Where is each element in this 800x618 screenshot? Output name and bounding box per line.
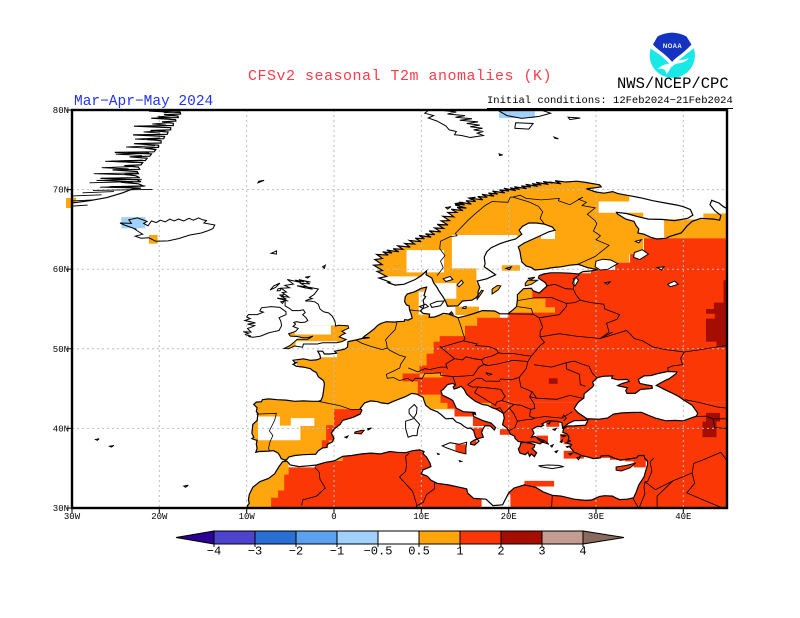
svg-text:10W: 10W bbox=[239, 512, 256, 522]
svg-text:30N: 30N bbox=[53, 504, 69, 514]
svg-text:−0.5: −0.5 bbox=[364, 545, 393, 559]
svg-text:10E: 10E bbox=[413, 512, 429, 522]
svg-text:2: 2 bbox=[497, 545, 504, 559]
svg-text:1: 1 bbox=[456, 545, 463, 559]
svg-text:80N: 80N bbox=[53, 106, 69, 116]
svg-text:30E: 30E bbox=[588, 512, 604, 522]
svg-text:−2: −2 bbox=[289, 545, 303, 559]
svg-text:4: 4 bbox=[579, 545, 586, 559]
svg-text:−3: −3 bbox=[248, 545, 262, 559]
svg-text:40N: 40N bbox=[53, 424, 69, 434]
svg-text:0.5: 0.5 bbox=[408, 545, 430, 559]
svg-text:50N: 50N bbox=[53, 345, 69, 355]
svg-text:30W: 30W bbox=[64, 512, 81, 522]
svg-text:3: 3 bbox=[538, 545, 545, 559]
svg-text:40E: 40E bbox=[675, 512, 691, 522]
svg-text:20W: 20W bbox=[151, 512, 168, 522]
svg-text:−4: −4 bbox=[207, 545, 221, 559]
svg-text:NOAA: NOAA bbox=[663, 44, 683, 50]
svg-text:0: 0 bbox=[331, 512, 336, 522]
svg-text:60N: 60N bbox=[53, 265, 69, 275]
svg-text:20E: 20E bbox=[501, 512, 517, 522]
svg-text:−1: −1 bbox=[330, 545, 344, 559]
svg-text:70N: 70N bbox=[53, 186, 69, 196]
